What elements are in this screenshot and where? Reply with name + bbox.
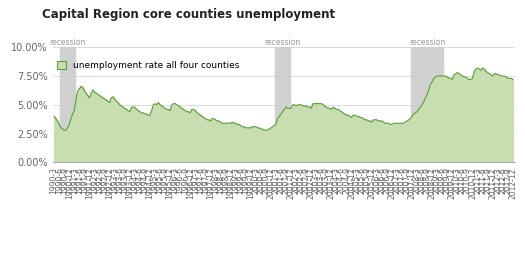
Text: recession: recession bbox=[265, 38, 301, 47]
Text: Capital Region core counties unemployment: Capital Region core counties unemploymen… bbox=[42, 8, 335, 21]
Bar bbox=[275, 47, 290, 162]
Text: recession: recession bbox=[49, 38, 86, 47]
Bar bbox=[60, 47, 75, 162]
Bar bbox=[411, 47, 443, 162]
Text: recession: recession bbox=[409, 38, 445, 47]
Legend: unemployment rate all four counties: unemployment rate all four counties bbox=[57, 61, 239, 70]
